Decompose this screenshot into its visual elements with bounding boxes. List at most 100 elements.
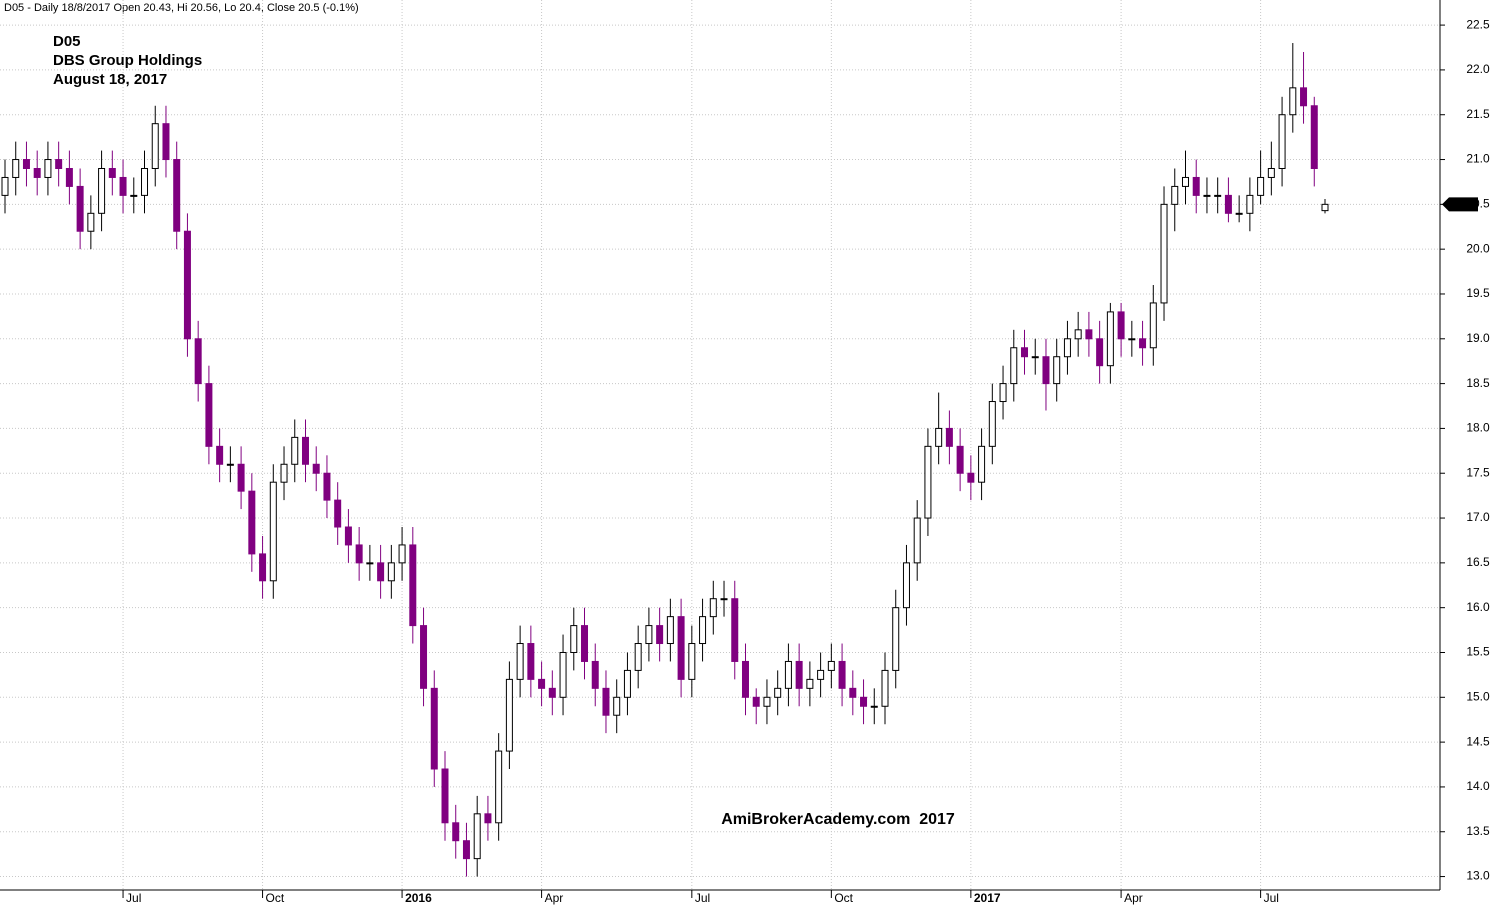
candle-body: [602, 687, 610, 716]
candle-body: [1203, 194, 1211, 197]
candle-body: [452, 822, 460, 842]
candle-body: [956, 445, 964, 474]
candle-body: [527, 643, 535, 680]
annotation: DBS Group Holdings: [53, 52, 202, 69]
candle-body: [784, 660, 792, 689]
candle-body: [194, 338, 202, 385]
candle-body: [205, 383, 213, 447]
candle-body: [570, 625, 578, 653]
y-tick-label: 22.5: [1466, 17, 1490, 31]
candle-body: [1021, 347, 1029, 358]
candle-body: [1171, 185, 1179, 205]
x-tick-label: Apr: [1124, 891, 1143, 905]
candle-body: [666, 616, 674, 645]
x-tick-label: Jul: [126, 891, 141, 905]
candle-body: [1289, 87, 1297, 116]
candle-body: [752, 696, 760, 707]
y-tick-label: 14.0: [1466, 779, 1490, 793]
x-tick-label: 2016: [405, 891, 432, 905]
y-tick-label: 15.5: [1466, 645, 1490, 659]
candle-body: [366, 562, 374, 565]
x-tick-label: 2017: [974, 891, 1001, 905]
candle-body: [183, 230, 191, 340]
x-tick-label: Jul: [695, 891, 710, 905]
candle-body: [312, 463, 320, 474]
candle-body: [538, 678, 546, 689]
candle-body: [98, 167, 106, 214]
y-tick-label: 19.5: [1466, 286, 1490, 300]
candle-body: [709, 598, 717, 618]
candle-body: [860, 696, 868, 707]
candle-body: [377, 562, 385, 582]
x-tick-label: Apr: [545, 891, 564, 905]
candle-body: [55, 159, 63, 169]
y-tick-label: 21.0: [1466, 152, 1490, 166]
candle-body: [33, 167, 41, 178]
candle-body: [1278, 114, 1286, 169]
candle-body: [1128, 338, 1136, 341]
candle-body: [1117, 311, 1125, 340]
candle-body: [870, 705, 878, 708]
y-tick-label: 17.0: [1466, 510, 1490, 524]
candle-body: [1031, 356, 1039, 359]
candle-body: [162, 123, 170, 161]
candle-body: [1149, 302, 1157, 349]
x-tick-label: Jul: [1264, 891, 1279, 905]
candle-body: [1096, 338, 1104, 367]
candle-body: [1310, 105, 1318, 169]
candle-body: [774, 687, 782, 698]
candle-body: [935, 427, 943, 447]
candle-body: [1074, 329, 1082, 340]
candle-body: [409, 544, 417, 627]
candle-body: [613, 696, 621, 716]
candle-body: [259, 553, 267, 582]
candle-body: [1181, 176, 1189, 187]
candle-body: [44, 159, 52, 178]
candle-body: [1300, 87, 1308, 107]
candle-body: [720, 598, 728, 601]
watermark: AmiBrokerAcademy.com 2017: [721, 811, 955, 828]
candle-body: [119, 176, 127, 196]
candle-body: [473, 813, 481, 860]
candle-body: [226, 463, 234, 466]
candle-body: [130, 194, 138, 197]
candle-body: [1106, 311, 1114, 367]
candle-body: [741, 660, 749, 698]
candle-body: [1224, 194, 1232, 214]
candle-body: [827, 660, 835, 671]
candle-body: [280, 463, 288, 483]
candle-body: [763, 696, 771, 707]
y-tick-label: 14.5: [1466, 734, 1490, 748]
candle-body: [387, 562, 395, 582]
candle-body: [1085, 329, 1093, 340]
candle-body: [902, 562, 910, 609]
candle-body: [430, 687, 438, 770]
candle-body: [344, 526, 352, 546]
candle-body: [173, 159, 181, 232]
candle-body: [248, 490, 256, 555]
candle-body: [420, 625, 428, 689]
candle-body: [677, 616, 685, 680]
candle-body: [806, 678, 814, 689]
y-tick-label: 17.5: [1466, 465, 1490, 479]
candle-body: [1214, 194, 1222, 197]
y-tick-label: 18.5: [1466, 376, 1490, 390]
candle-body: [924, 445, 932, 519]
y-tick-label: 16.5: [1466, 555, 1490, 569]
candle-body: [656, 625, 664, 645]
candle-body: [591, 660, 599, 689]
candle-body: [881, 669, 889, 707]
candle-body: [634, 643, 642, 671]
y-tick-label: 21.5: [1466, 107, 1490, 121]
candle-body: [795, 660, 803, 689]
candle-body: [269, 481, 277, 582]
candle-body: [817, 669, 825, 680]
candle-body: [623, 669, 631, 698]
candle-body: [1192, 176, 1200, 196]
y-tick-label: 13.0: [1466, 869, 1490, 883]
candle-body: [1053, 356, 1061, 385]
candle-body: [1160, 203, 1168, 304]
